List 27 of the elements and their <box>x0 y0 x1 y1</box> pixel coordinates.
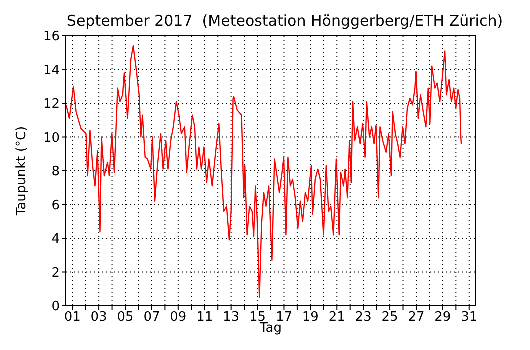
chart-title: September 2017 (Meteostation Hönggerberg/ETH Zürich) <box>66 12 504 30</box>
y-tick-label: 16 <box>43 30 60 45</box>
x-tick-label: 13 <box>223 310 240 326</box>
y-tick-label: 12 <box>43 97 60 112</box>
y-tick-label: 2 <box>52 266 60 281</box>
y-tick-label: 8 <box>52 164 60 180</box>
x-tick-label: 17 <box>276 310 292 326</box>
x-tick-label: 11 <box>196 310 214 326</box>
x-tick-label: 31 <box>461 310 478 326</box>
x-tick-label: 05 <box>117 310 134 326</box>
y-axis-title: Taupunkt (°C) <box>14 126 30 217</box>
y-tick-label: 10 <box>43 130 60 146</box>
x-tick-label: 03 <box>90 310 108 326</box>
y-tick-label: 14 <box>43 63 60 78</box>
y-tick-label: 0 <box>52 300 60 315</box>
y-tick-label: 6 <box>52 198 60 214</box>
y-tick-label: 4 <box>52 232 60 248</box>
x-tick-label: 19 <box>302 310 319 326</box>
x-tick-label: 01 <box>64 310 81 326</box>
x-tick-label: 21 <box>328 310 346 326</box>
x-tick-label: 07 <box>144 310 160 326</box>
x-tick-label: 23 <box>355 310 372 326</box>
x-tick-label: 09 <box>170 310 187 326</box>
x-tick-label: 25 <box>382 310 398 326</box>
x-tick-label: 29 <box>434 310 452 326</box>
x-tick-label: 27 <box>408 310 425 326</box>
line-series <box>66 46 462 298</box>
